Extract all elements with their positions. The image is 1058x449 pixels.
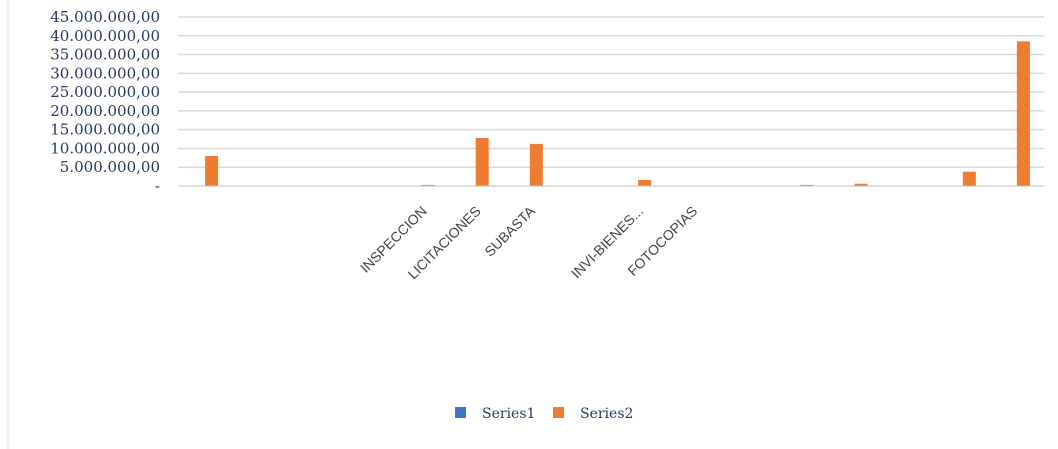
x-tick-label: SUBASTA xyxy=(481,202,538,259)
legend-label-series2: Series2 xyxy=(580,406,633,422)
legend-swatch-series2 xyxy=(553,407,564,418)
bar-series2 xyxy=(854,183,868,186)
bar-series2 xyxy=(205,156,219,186)
y-tick-label: 10.000.000,00 xyxy=(50,139,160,157)
y-tick-label: 30.000.000,00 xyxy=(50,64,160,82)
bar-series2 xyxy=(529,143,543,186)
bar-series2 xyxy=(800,184,814,186)
gridlines xyxy=(178,16,1044,168)
y-tick-label: 35.000.000,00 xyxy=(50,46,160,64)
y-tick-label: 45.000.000,00 xyxy=(50,8,160,26)
y-tick-label: 25.000.000,00 xyxy=(50,83,160,101)
y-tick-label: 5.000.000,00 xyxy=(60,158,160,176)
y-axis-tick-labels: -5.000.000,0010.000.000,0015.000.000,002… xyxy=(50,8,160,195)
y-tick-label: - xyxy=(155,177,160,195)
bar-series2 xyxy=(962,171,976,186)
bar-series2 xyxy=(1016,41,1030,187)
y-tick-label: 40.000.000,00 xyxy=(50,27,160,45)
legend-swatch-series1 xyxy=(455,407,466,418)
bar-series2 xyxy=(475,137,489,186)
y-tick-label: 15.000.000,00 xyxy=(50,121,160,139)
legend: Series1 Series2 xyxy=(455,406,633,422)
legend-label-series1: Series1 xyxy=(482,406,535,422)
y-tick-label: 20.000.000,00 xyxy=(50,102,160,120)
bars xyxy=(205,41,1030,187)
bar-series2 xyxy=(421,184,435,186)
bar-series2 xyxy=(638,180,652,186)
